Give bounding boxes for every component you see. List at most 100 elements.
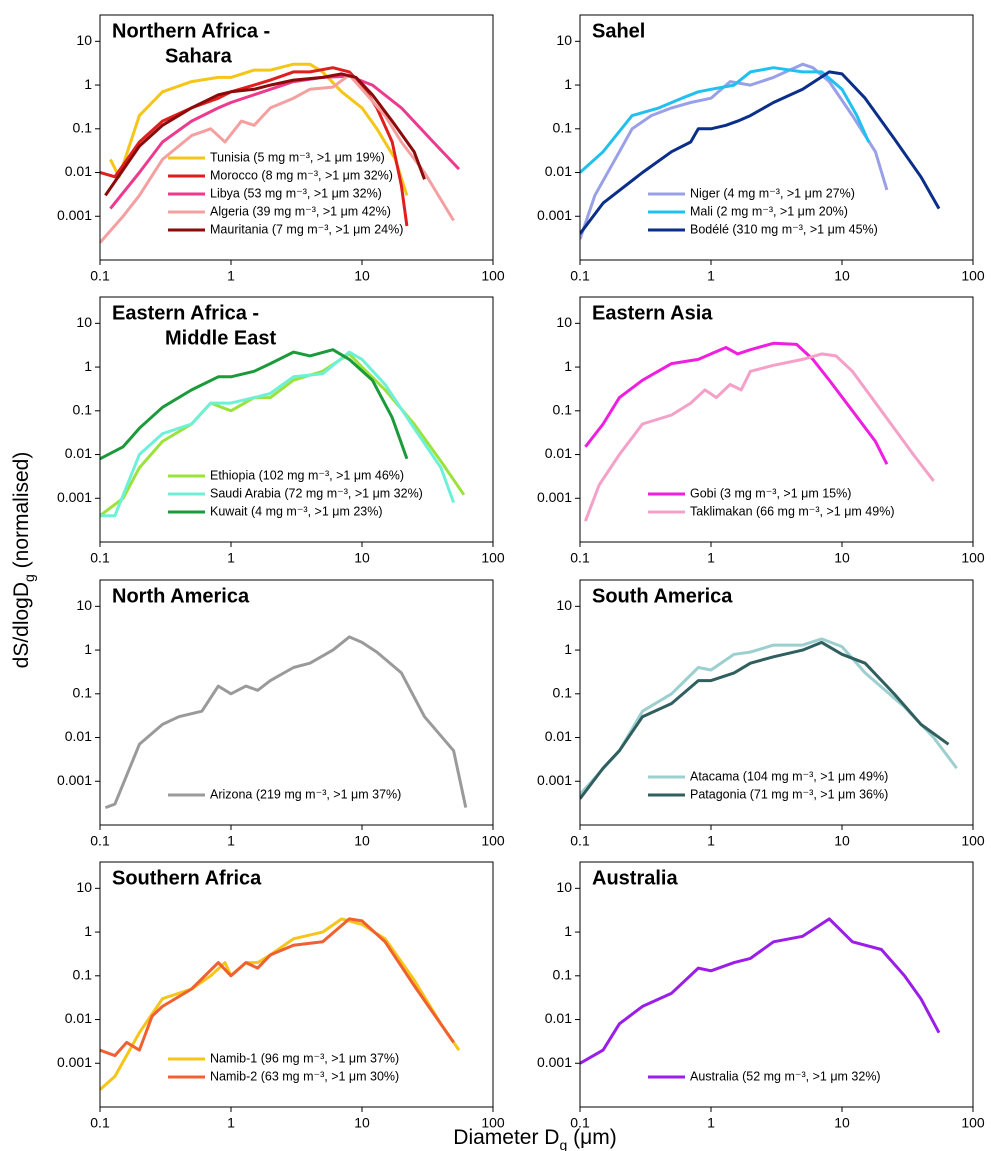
legend-label: Algeria (39 mg m⁻³, >1 μm 42%) [210,204,391,218]
x-tick-label: 10 [354,1115,370,1131]
x-tick-label: 10 [834,1115,850,1131]
panel-title: Australia [592,867,678,889]
y-tick-label: 10 [556,314,572,330]
y-tick-label: 1 [564,923,572,939]
panel-title: Sahel [592,20,645,42]
series-line [583,352,935,522]
x-tick-label: 100 [961,550,985,566]
x-label-main: Diameter D [453,1126,559,1149]
legend-label: Mauritania (7 mg m⁻³, >1 μm 24%) [210,222,403,236]
plot-frame [579,579,974,826]
x-tick-label: 0.1 [570,550,590,566]
legend-label: Saudi Arabia (72 mg m⁻³, >1 μm 32%) [210,486,423,500]
legend-label: Taklimakan (66 mg m⁻³, >1 μm 49%) [690,504,895,518]
legend-label: Ethiopia (102 mg m⁻³, >1 μm 46%) [210,468,404,482]
y-tick-label: 0.1 [553,402,573,418]
x-tick-label: 10 [834,833,850,849]
x-tick-label: 10 [354,268,370,284]
y-tick-label: 0.1 [73,967,93,983]
series-line [104,635,468,810]
legend-label: Kuwait (4 mg m⁻³, >1 μm 23%) [210,504,383,518]
series-line [104,72,426,197]
y-tick-label: 0.001 [537,489,572,505]
x-tick-label: 100 [961,833,985,849]
x-tick-label: 0.1 [570,1115,590,1131]
plot-frame [579,14,974,261]
legend-label: Bodélé (310 mg m⁻³, >1 μm 45%) [690,222,878,236]
x-tick-label: 10 [834,268,850,284]
series-line [100,350,456,518]
x-label-unit: (μm) [567,1126,616,1149]
y-tick-label: 1 [564,358,572,374]
y-tick-label: 0.01 [545,728,572,744]
x-tick-label: 0.1 [90,268,110,284]
plot-frame [579,296,974,543]
series-line [109,74,461,210]
x-tick-label: 100 [481,1115,505,1131]
y-tick-label: 0.1 [73,402,93,418]
y-tick-label: 0.01 [65,728,92,744]
y-tick-label: 0.01 [65,1010,92,1026]
series-line [109,62,409,196]
x-tick-label: 100 [481,833,505,849]
series-line [580,637,958,796]
x-tick-label: 1 [707,268,715,284]
series-line [580,66,871,174]
y-tick-label: 0.001 [537,772,572,788]
y-tick-label: 0.1 [73,120,93,136]
y-tick-label: 0.001 [57,489,92,505]
x-tick-label: 100 [481,550,505,566]
legend-label: Gobi (3 mg m⁻³, >1 μm 15%) [690,486,851,500]
y-tick-label: 10 [76,879,92,895]
y-tick-label: 0.001 [537,1054,572,1070]
y-tick-label: 0.1 [553,967,573,983]
legend-label: Patagonia (71 mg m⁻³, >1 μm 36%) [690,787,888,801]
panel-title: South America [592,585,733,607]
plot-frame [99,579,494,826]
y-axis-label: dS/dlogDg (normalised) [10,452,37,669]
y-tick-label: 1 [564,641,572,657]
series-line [580,640,950,800]
y-tick-label: 0.1 [73,685,93,701]
legend-label: Morocco (8 mg m⁻³, >1 μm 32%) [210,168,393,182]
plot-frame [99,296,494,543]
x-tick-label: 10 [354,833,370,849]
series-line [100,348,409,461]
x-axis-label: Diameter Dg (μm) [453,1126,616,1151]
y-tick-label: 1 [84,358,92,374]
panel-title: Eastern Africa - [112,302,259,324]
legend-label: Tunisia (5 mg m⁻³, >1 μm 19%) [210,150,385,164]
panel-title: Southern Africa [112,867,262,889]
plot-frame [579,861,974,1108]
plot-frame [99,14,494,261]
x-tick-label: 100 [961,1115,985,1131]
legend-label: Australia (52 mg m⁻³, >1 μm 32%) [690,1069,881,1083]
legend-label: Namib-1 (96 mg m⁻³, >1 μm 37%) [210,1051,399,1065]
y-label-unit: (normalised) [10,452,33,575]
series-line [580,917,941,1065]
series-line [100,73,455,244]
panel-title: Middle East [165,327,276,349]
y-tick-label: 0.1 [553,120,573,136]
x-tick-label: 100 [481,268,505,284]
y-tick-label: 0.01 [545,1010,572,1026]
y-tick-label: 1 [564,76,572,92]
y-tick-label: 0.1 [553,685,573,701]
x-tick-label: 1 [707,833,715,849]
x-tick-label: 1 [227,1115,235,1131]
series-line [584,341,889,465]
x-tick-label: 0.1 [570,268,590,284]
panel-title: North America [112,585,250,607]
series-line [100,917,455,1058]
x-tick-label: 1 [227,268,235,284]
legend-label: Atacama (104 mg m⁻³, >1 μm 49%) [690,769,888,783]
y-tick-label: 1 [84,76,92,92]
y-tick-label: 0.01 [65,445,92,461]
x-tick-label: 1 [707,1115,715,1131]
series-line [580,62,889,240]
y-tick-label: 10 [556,597,572,613]
y-label-sub: g [21,574,37,582]
x-tick-label: 0.1 [570,833,590,849]
y-tick-label: 0.001 [57,207,92,223]
y-tick-label: 0.01 [545,445,572,461]
